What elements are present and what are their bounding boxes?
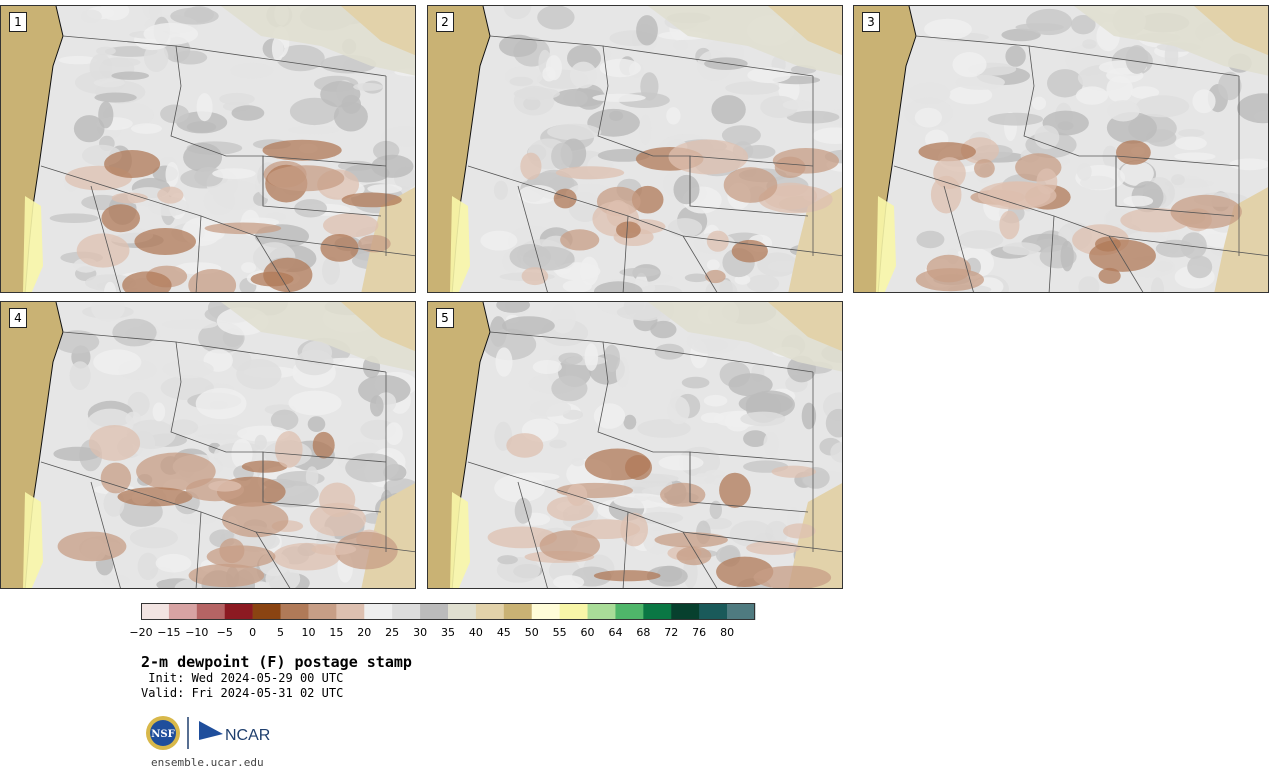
dewpoint-map-1 (1, 6, 415, 292)
colorbar-swatch (280, 603, 309, 620)
panel-1: 1 (0, 5, 416, 293)
panel-4: 4 (0, 301, 416, 589)
site-url[interactable]: ensemble.ucar.edu (151, 756, 264, 769)
dewpoint-map-4 (1, 302, 415, 588)
chart-title: 2-m dewpoint (F) postage stamp (141, 653, 412, 671)
colorbar-tick-label: 25 (385, 626, 400, 639)
colorbar-tick-label: 64 (608, 626, 623, 639)
init-time: Init: Wed 2024-05-29 00 UTC (141, 671, 344, 685)
panel-3: 3 (853, 5, 1269, 293)
colorbar-swatch (196, 603, 226, 620)
colorbar-swatch (308, 603, 337, 620)
colorbar-swatch (168, 603, 198, 620)
colorbar-tick-label: 35 (441, 626, 455, 639)
nsf-ncar-logo: NSF NCAR (146, 716, 270, 750)
panel-number: 4 (9, 308, 27, 328)
colorbar-tick-label: 0 (249, 626, 257, 639)
colorbar-tick-label: 55 (552, 626, 567, 639)
colorbar-swatch (615, 603, 644, 620)
colorbar-swatch (699, 603, 728, 620)
colorbar-swatch (671, 603, 700, 620)
dewpoint-map-2 (428, 6, 842, 292)
colorbar-tick-label: −5 (216, 626, 233, 639)
colorbar-swatch (643, 603, 672, 620)
colorbar-swatch (448, 603, 477, 620)
title-block: 2-m dewpoint (F) postage stamp Init: Wed… (141, 653, 412, 701)
colorbar-swatch (224, 603, 253, 620)
colorbar-swatch (420, 603, 449, 620)
colorbar-tick-label: 10 (301, 626, 316, 639)
colorbar-swatch (727, 603, 756, 620)
colorbar-swatch (392, 603, 421, 620)
ncar-logo-text: NCAR (225, 727, 270, 744)
colorbar-tick-label: 30 (413, 626, 428, 639)
colorbar-tick-label: 45 (496, 626, 511, 639)
panel-number: 5 (436, 308, 454, 328)
colorbar-tick-label: −10 (185, 626, 209, 639)
colorbar-tick-label: 80 (720, 626, 735, 639)
colorbar-swatch (141, 603, 170, 620)
colorbar-tick-label: 60 (580, 626, 595, 639)
colorbar-tick-label: −20 (129, 626, 153, 639)
panel-2: 2 (427, 5, 843, 293)
colorbar-swatch (336, 603, 365, 620)
colorbar-tick-label: 50 (524, 626, 539, 639)
colorbar-swatch (559, 603, 588, 620)
colorbar-tick-label: 20 (357, 626, 372, 639)
panel-5: 5 (427, 301, 843, 589)
colorbar-swatch (503, 603, 533, 620)
colorbar-tick-label: 5 (277, 626, 285, 639)
colorbar-tick-label: −15 (157, 626, 181, 639)
colorbar-tick-label: 40 (468, 626, 483, 639)
colorbar-swatch (252, 603, 281, 620)
panel-number: 3 (862, 12, 880, 32)
valid-time: Valid: Fri 2024-05-31 02 UTC (141, 686, 344, 700)
colorbar-tick-label: 76 (692, 626, 707, 639)
colorbar-swatch (364, 603, 393, 620)
panel-number: 1 (9, 12, 27, 32)
panel-number: 2 (436, 12, 454, 32)
nsf-logo-text: NSF (151, 729, 174, 740)
colorbar-tick-label: 15 (329, 626, 344, 639)
colorbar (141, 603, 756, 620)
colorbar-tick-label: 68 (636, 626, 651, 639)
colorbar-tick-label: 72 (664, 626, 679, 639)
colorbar-swatch (475, 603, 505, 620)
colorbar-swatch (531, 603, 560, 620)
dewpoint-map-3 (854, 6, 1268, 292)
dewpoint-map-5 (428, 302, 842, 588)
colorbar-swatch (587, 603, 616, 620)
